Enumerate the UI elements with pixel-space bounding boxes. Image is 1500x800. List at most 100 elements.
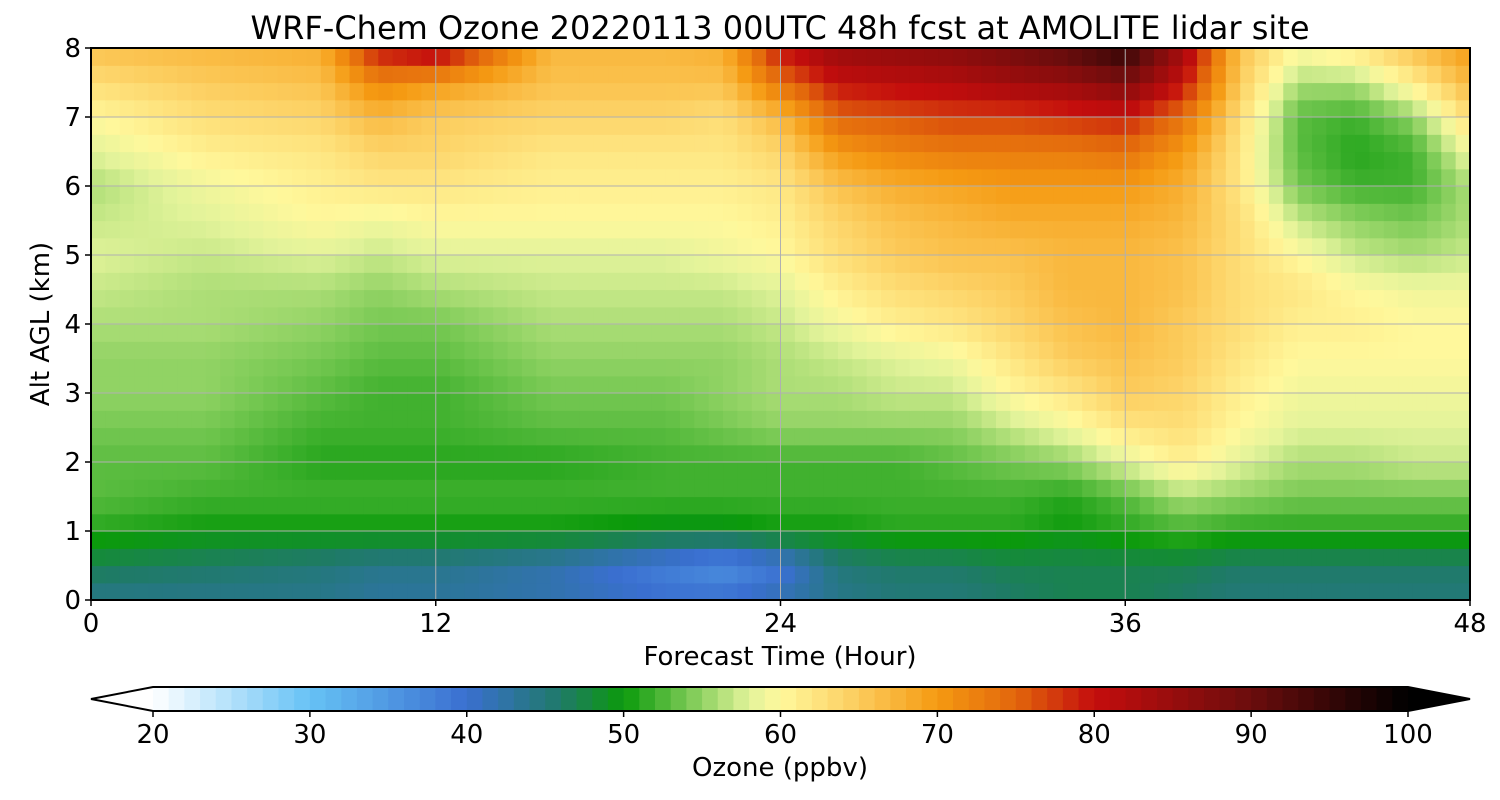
colorbar-swatch xyxy=(435,687,452,711)
heatmap-cell xyxy=(1355,531,1371,549)
heatmap-cell xyxy=(105,479,121,498)
heatmap-cell xyxy=(191,186,207,204)
heatmap-cell xyxy=(837,65,853,84)
heatmap-cell xyxy=(435,341,451,360)
heatmap-cell xyxy=(148,203,164,222)
heatmap-cell xyxy=(852,582,868,601)
heatmap-cell xyxy=(1096,375,1112,394)
heatmap-cell xyxy=(450,427,466,446)
heatmap-cell xyxy=(1125,358,1141,377)
heatmap-cell xyxy=(679,444,695,463)
heatmap-cell xyxy=(881,82,897,101)
heatmap-cell xyxy=(1082,289,1098,308)
heatmap-cell xyxy=(1053,48,1069,66)
heatmap-cell xyxy=(938,289,954,308)
heatmap-cell xyxy=(723,513,738,532)
heatmap-cell xyxy=(378,151,394,170)
heatmap-cell xyxy=(1182,203,1198,222)
heatmap-cell xyxy=(780,358,796,377)
heatmap-cell xyxy=(636,151,652,170)
heatmap-cell xyxy=(737,255,753,273)
heatmap-cell xyxy=(1283,289,1299,308)
heatmap-cell xyxy=(565,134,580,153)
heatmap-cell xyxy=(220,548,236,567)
heatmap-cell xyxy=(809,444,825,463)
heatmap-cell xyxy=(1139,117,1155,135)
heatmap-cell xyxy=(1311,134,1327,153)
heatmap-cell xyxy=(1254,99,1270,118)
heatmap-cell xyxy=(751,410,767,429)
heatmap-cell xyxy=(751,324,767,342)
heatmap-cell xyxy=(823,99,839,118)
heatmap-cell xyxy=(134,582,150,601)
heatmap-cell xyxy=(1441,117,1457,135)
heatmap-cell xyxy=(679,565,695,584)
heatmap-cell xyxy=(694,237,710,256)
heatmap-cell xyxy=(866,65,882,84)
heatmap-cell xyxy=(651,306,667,325)
heatmap-cell xyxy=(421,496,437,515)
heatmap-cell xyxy=(119,531,135,549)
heatmap-cell xyxy=(593,393,609,411)
heatmap-cell xyxy=(478,203,494,222)
heatmap-cell xyxy=(320,548,336,567)
heatmap-cell xyxy=(1455,134,1471,153)
heatmap-cell xyxy=(234,358,250,377)
heatmap-cell xyxy=(1369,203,1385,222)
heatmap-cell xyxy=(895,220,911,239)
heatmap-cell xyxy=(1010,324,1026,342)
heatmap-cell xyxy=(1039,151,1055,170)
heatmap-cell xyxy=(565,186,580,204)
heatmap-cell xyxy=(335,186,351,204)
heatmap-cell xyxy=(1326,496,1342,515)
heatmap-cell xyxy=(1283,548,1299,567)
heatmap-cell xyxy=(105,462,121,480)
heatmap-cell xyxy=(536,203,552,222)
heatmap-cell xyxy=(1024,410,1040,429)
heatmap-cell xyxy=(1240,289,1256,308)
colorbar-swatch xyxy=(1204,687,1221,711)
heatmap-cell xyxy=(579,151,595,170)
heatmap-cell xyxy=(1110,272,1126,291)
heatmap-cell xyxy=(292,410,308,429)
heatmap-cell xyxy=(177,186,193,204)
heatmap-cell xyxy=(723,565,738,584)
heatmap-cell xyxy=(335,306,351,325)
heatmap-cell xyxy=(938,410,954,429)
heatmap-cell xyxy=(1153,548,1169,567)
heatmap-cell xyxy=(320,324,336,342)
heatmap-cell xyxy=(464,255,480,273)
heatmap-cell xyxy=(1225,462,1241,480)
heatmap-cell xyxy=(751,582,767,601)
heatmap-cell xyxy=(565,582,580,601)
heatmap-cell xyxy=(1139,134,1155,153)
heatmap-cell xyxy=(924,341,940,360)
heatmap-cell xyxy=(995,393,1011,411)
heatmap-cell xyxy=(435,203,451,222)
heatmap-cell xyxy=(177,410,193,429)
heatmap-cell xyxy=(119,237,135,256)
heatmap-cell xyxy=(1383,358,1399,377)
heatmap-cell xyxy=(794,565,810,584)
heatmap-cell xyxy=(1412,134,1428,153)
heatmap-cell xyxy=(1383,513,1399,532)
heatmap-cell xyxy=(478,65,494,84)
heatmap-cell xyxy=(1053,186,1069,204)
heatmap-cell xyxy=(651,82,667,101)
heatmap-cell xyxy=(852,186,868,204)
heatmap-cell xyxy=(148,393,164,411)
heatmap-cell xyxy=(292,117,308,135)
colorbar-swatch xyxy=(906,687,923,711)
heatmap-cell xyxy=(1211,582,1227,601)
heatmap-cell xyxy=(679,134,695,153)
heatmap-cell xyxy=(162,220,178,239)
heatmap-cell xyxy=(967,565,983,584)
heatmap-cell xyxy=(1125,272,1141,291)
heatmap-cell xyxy=(1039,48,1055,66)
heatmap-cell xyxy=(349,531,365,549)
heatmap-cell xyxy=(493,203,509,222)
heatmap-cell xyxy=(363,324,379,342)
heatmap-cell xyxy=(1153,462,1169,480)
heatmap-cell xyxy=(1139,255,1155,273)
heatmap-cell xyxy=(421,272,437,291)
